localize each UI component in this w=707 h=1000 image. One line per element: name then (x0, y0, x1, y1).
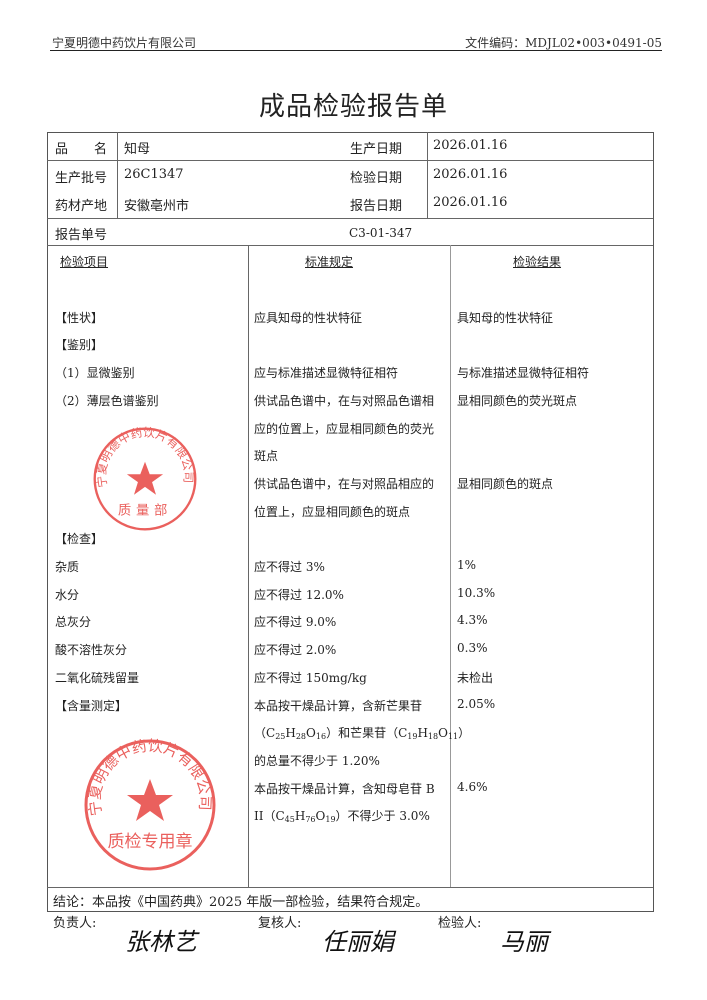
test-standard: 供试品色谱中，在与对照品色谱相 (254, 393, 435, 408)
company-name: 宁夏明德中药饮片有限公司 (52, 36, 197, 50)
name-label: 品 名 (55, 142, 108, 157)
test-item: （2）薄层色谱鉴别 (55, 393, 159, 408)
test-item: 总灰分 (55, 615, 92, 630)
reviewer-label: 复核人: (258, 916, 302, 931)
formula-part: H (417, 726, 428, 741)
col-divider (117, 132, 118, 218)
report-date-label: 报告日期 (350, 199, 403, 214)
formula-part: H (285, 726, 296, 741)
formula-part: 45 (284, 815, 295, 825)
test-standard: 的总量不得少于 1.20% (254, 753, 380, 768)
header-divider (50, 50, 662, 51)
test-item: 【性状】 (55, 310, 104, 325)
row-divider (47, 245, 653, 246)
test-standard: 供试品色谱中，在与对照品相应的 (254, 476, 435, 491)
document-code: 文件编码：MDJL02•003•0491-05 (465, 36, 662, 50)
test-date-label: 检验日期 (350, 171, 403, 186)
test-standard: 应具知母的性状特征 (254, 310, 363, 325)
formula-part: II（C (254, 809, 285, 824)
page-title: 成品检验报告单 (258, 92, 448, 122)
test-standard: 本品按干燥品计算，含知母皂苷 B (254, 781, 435, 796)
test-standard: 应与标准描述显微特征相符 (254, 366, 399, 381)
test-item: 【鉴别】 (55, 338, 104, 353)
formula-part: ） (458, 726, 471, 741)
formula-part: O (315, 809, 326, 824)
formula-part: ）不得少于 3.0% (335, 809, 430, 824)
test-standard: 本品按干燥品计算，含新芒果苷 (254, 698, 423, 713)
test-standard: 应不得过 150mg/kg (254, 670, 367, 685)
column-header-result: 检验结果 (513, 255, 562, 269)
batch-label: 生产批号 (55, 171, 108, 186)
test-result: 显相同颜色的荧光斑点 (457, 393, 578, 408)
test-result: 2.05% (457, 696, 496, 711)
row-divider (47, 218, 653, 219)
test-standard: 应不得过 12.0% (254, 587, 344, 602)
formula-part: 19 (407, 732, 418, 742)
formula-part: 11 (447, 732, 459, 742)
formula-part: H (294, 809, 306, 824)
prod-date-value: 2026.01.16 (433, 138, 508, 153)
responsible-signature: 张林艺 (125, 928, 197, 956)
formula-part: 18 (427, 732, 439, 742)
test-result: 4.3% (457, 613, 488, 628)
test-item: 水分 (55, 587, 80, 602)
test-result: 未检出 (457, 670, 494, 685)
origin-label: 药材产地 (55, 199, 108, 214)
test-standard: （C25H28O16）和芒果苷（C19H18O11） (254, 724, 470, 744)
formula-part: 25 (275, 732, 286, 742)
formula-part: 19 (325, 815, 336, 825)
inspector-signature: 马丽 (500, 928, 548, 956)
test-standard: 应不得过 2.0% (254, 643, 337, 658)
batch-value: 26C1347 (124, 167, 184, 182)
formula-part: 76 (305, 815, 316, 825)
col-divider (248, 245, 249, 887)
test-standard: 位置上，应显相同颜色的斑点 (254, 504, 411, 519)
formula-part: 28 (295, 732, 307, 742)
inspector-label: 检验人: (438, 916, 482, 931)
test-standard: 斑点 (254, 449, 279, 464)
conclusion: 结论：本品按《中国药典》2025 年版一部检验，结果符合规定。 (53, 895, 429, 910)
test-result: 10.3% (457, 585, 496, 600)
test-standard: 应不得过 9.0% (254, 615, 337, 630)
test-standard: II（C45H76O19）不得少于 3.0% (254, 807, 430, 827)
test-standard: 应不得过 3% (254, 560, 325, 574)
test-item: 杂质 (55, 560, 80, 574)
test-standard: 应的位置上，应显相同颜色的荧光 (254, 421, 435, 436)
test-item: （1）显微鉴别 (55, 366, 135, 381)
col-divider (450, 245, 451, 887)
row-divider (47, 887, 653, 888)
responsible-label: 负责人: (53, 916, 97, 931)
origin-value: 安徽亳州市 (124, 199, 190, 214)
test-result: 0.3% (457, 641, 488, 656)
name-value: 知母 (124, 142, 151, 157)
column-header-item: 检验项目 (60, 255, 109, 269)
test-result: 与标准描述显微特征相符 (457, 366, 590, 381)
report-no-label: 报告单号 (55, 228, 108, 243)
report-no-value: C3-01-347 (349, 226, 413, 240)
column-header-standard: 标准规定 (305, 255, 354, 269)
formula-part: 16 (315, 732, 327, 742)
formula-part: ）和芒果苷（C (326, 726, 408, 741)
test-result: 显相同颜色的斑点 (457, 476, 554, 491)
formula-part: O (306, 726, 316, 741)
test-result: 4.6% (457, 779, 488, 794)
test-item: 【检查】 (55, 532, 104, 547)
test-item: 酸不溶性灰分 (55, 643, 128, 658)
test-date-value: 2026.01.16 (433, 167, 508, 182)
test-item: 【含量测定】 (55, 698, 128, 713)
formula-part: O (438, 726, 448, 741)
col-divider (427, 132, 428, 218)
prod-date-label: 生产日期 (350, 142, 403, 157)
test-result: 1% (457, 558, 477, 572)
formula-part: （C (254, 726, 276, 741)
reviewer-signature: 任丽娟 (322, 928, 394, 956)
test-item: 二氧化硫残留量 (55, 670, 140, 685)
test-result: 具知母的性状特征 (457, 310, 554, 325)
report-table (47, 132, 654, 912)
report-date-value: 2026.01.16 (433, 195, 508, 210)
row-divider (47, 160, 653, 161)
